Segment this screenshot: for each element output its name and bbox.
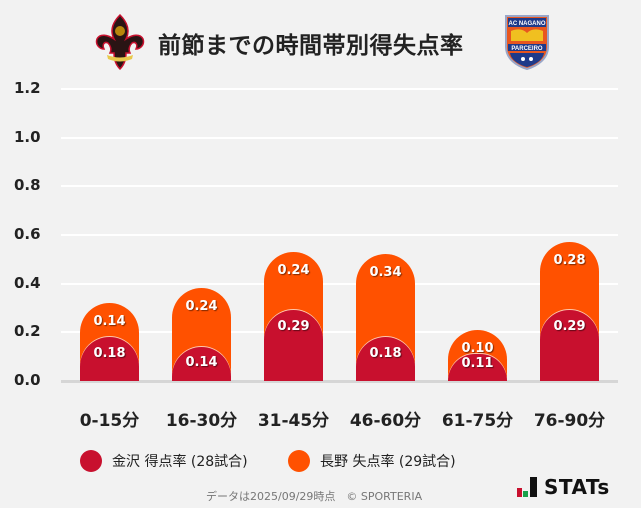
value-label-kanazawa: 0.18 [93,346,126,362]
gridline [61,136,618,139]
x-tick-label: 76-90分 [533,411,606,431]
bar-segment-kanazawa[interactable]: 0.29 [540,310,599,381]
chart-title: 前節までの時間帯別得失点率 [158,33,464,59]
stats-brand-text: STATs [544,475,610,499]
gridline [61,331,618,334]
svg-text:AC NAGANO: AC NAGANO [509,21,546,27]
value-label-nagano: 0.34 [369,265,402,281]
x-tick-label: 61-75分 [441,411,514,431]
legend-dot-kanazawa-icon [80,450,102,472]
gridline [61,233,618,236]
legend-item-kanazawa[interactable]: 金沢 得点率 (28試合) [80,450,248,472]
y-tick-label: 0.8 [14,176,41,195]
value-label-kanazawa: 0.29 [277,319,310,335]
bar-segment-kanazawa[interactable]: 0.11 [448,354,507,381]
y-tick-label: 1.2 [14,78,41,97]
bar-segment-kanazawa[interactable]: 0.18 [80,337,139,381]
x-tick-label: 0-15分 [79,411,140,431]
bar-segment-kanazawa[interactable]: 0.29 [264,310,323,381]
y-tick-label: 0.4 [14,273,41,292]
value-label-nagano: 0.24 [277,262,310,278]
value-label-kanazawa: 0.18 [369,346,402,362]
gridline [61,185,618,188]
stats-logo: STATs [517,477,610,497]
value-label-nagano: 0.10 [461,340,494,356]
legend-item-nagano[interactable]: 長野 失点率 (29試合) [288,450,456,472]
legend-label-kanazawa: 金沢 得点率 (28試合) [112,454,248,470]
x-tick-label: 31-45分 [257,411,330,431]
legend-label-nagano: 長野 失点率 (29試合) [320,454,456,470]
y-tick-label: 0.2 [14,322,41,341]
value-label-kanazawa: 0.29 [553,319,586,335]
stacked-bar[interactable]: 0.34 0.18 [356,254,415,381]
stacked-bar[interactable]: 0.10 0.11 [448,329,507,381]
legend-dot-nagano-icon [288,450,310,472]
value-label-kanazawa: 0.14 [185,354,218,370]
svg-text:PARCEIRO: PARCEIRO [511,46,543,52]
kanazawa-crest-icon [94,13,146,71]
nagano-parceiro-crest-icon: AC NAGANO PARCEIRO [503,13,551,71]
stats-bars-icon [517,477,537,497]
stacked-bar[interactable]: 0.28 0.29 [540,242,599,381]
x-tick-label: 46-60分 [349,411,422,431]
value-label-nagano: 0.24 [185,299,218,315]
x-axis-baseline [61,380,618,383]
value-label-nagano: 0.14 [93,314,126,330]
bar-segment-kanazawa[interactable]: 0.18 [356,337,415,381]
stacked-bar[interactable]: 0.24 0.29 [264,251,323,381]
y-tick-label: 1.0 [14,127,41,146]
data-source-note: データは2025/09/29時点 © SPORTERIA [206,490,423,503]
stacked-bar[interactable]: 0.14 0.18 [80,303,139,381]
value-label-nagano: 0.28 [553,253,586,269]
y-tick-label: 0.0 [14,371,41,389]
gridline [61,282,618,285]
gridline [61,87,618,90]
x-tick-label: 16-30分 [165,411,238,431]
y-tick-label: 0.6 [14,224,41,243]
value-label-kanazawa: 0.11 [461,356,494,372]
stacked-bar[interactable]: 0.24 0.14 [172,288,231,381]
